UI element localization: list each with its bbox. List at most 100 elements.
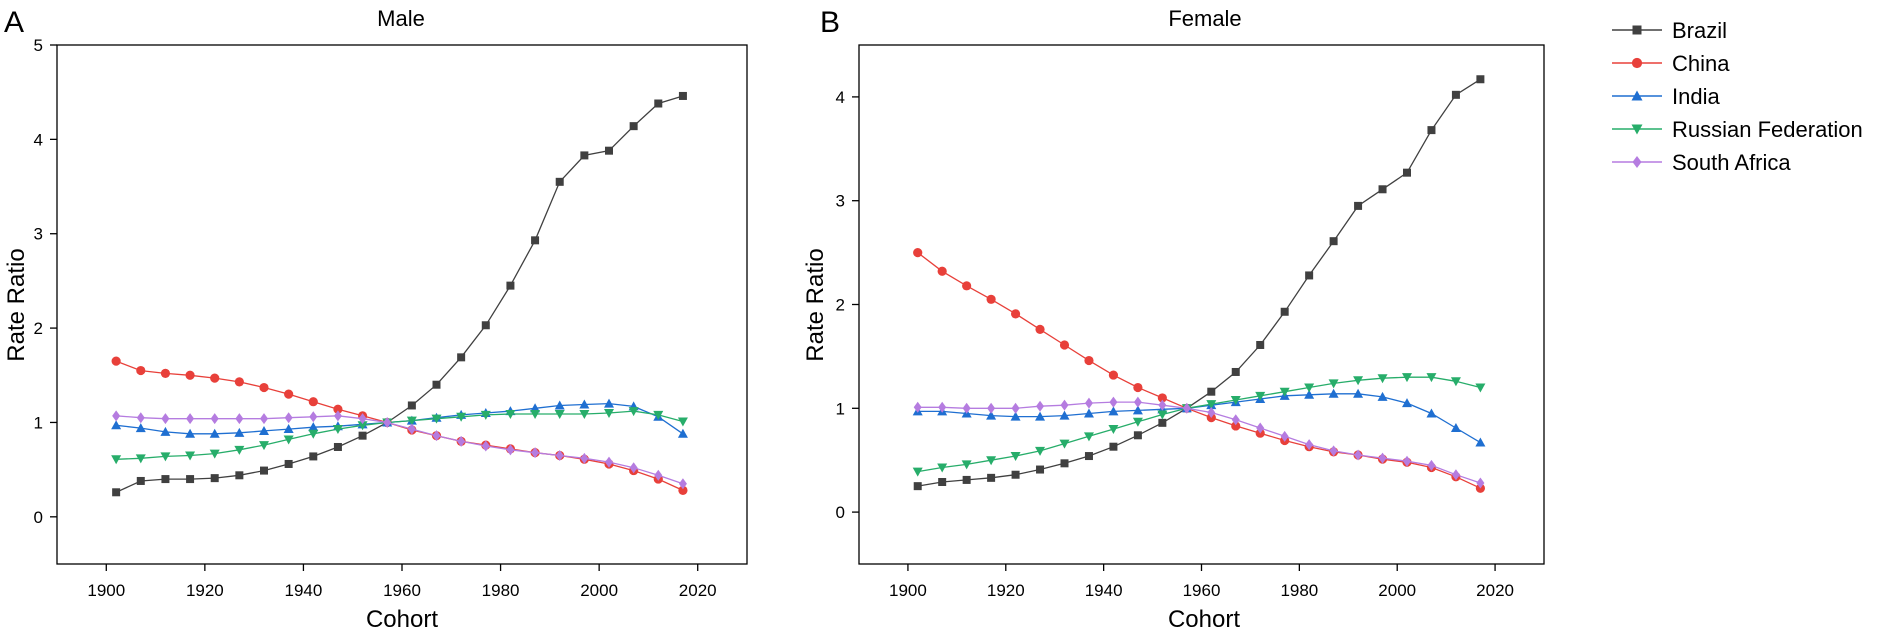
data-point [1403,455,1411,467]
series-china [913,248,1485,493]
data-point [579,399,590,409]
data-point [1083,408,1094,418]
data-point [1036,465,1045,474]
data-point [1354,449,1363,461]
x-tick-label: 2000 [1378,581,1416,600]
x-tick-label: 1980 [482,581,520,600]
data-point [1280,430,1289,442]
x-tick-label: 1940 [1085,581,1123,600]
data-point [986,410,997,420]
panel-label: B [820,6,840,39]
data-point [628,407,639,417]
data-point [160,426,171,436]
plot-frame [858,44,1545,565]
y-tick-label: 1 [34,413,43,432]
data-point [333,410,342,422]
data-point [406,416,417,426]
axis-ticks: 1900 1920 1940 1960 1980 2000 2020 0 1 2 3 4 [836,88,1514,600]
legend-label: India [1672,84,1720,109]
data-point [284,412,293,424]
data-point [284,389,294,399]
data-point [432,380,441,389]
data-point [913,401,922,413]
data-point [308,422,319,432]
data-point [1108,406,1119,416]
data-point [309,411,318,423]
y-tick-label: 2 [34,319,43,338]
data-point [186,475,195,484]
legend-label: Brazil [1672,18,1727,43]
x-tick-label: 1900 [87,581,125,600]
data-point [604,409,614,419]
data-point [1378,185,1387,194]
data-point [1157,393,1167,403]
data-point [1231,414,1240,426]
series-line [917,376,1481,473]
data-point [605,146,613,155]
data-point [1426,408,1437,418]
legend-label: South Africa [1672,150,1791,175]
data-point [135,454,146,464]
data-point [358,413,367,425]
series-brazil [112,91,687,497]
x-tick-label: 1960 [383,581,421,600]
series-line [116,410,684,460]
data-point [161,413,170,425]
data-point [1328,379,1339,389]
data-point [1011,470,1020,479]
data-point [1010,452,1021,462]
legend-marker [1631,57,1643,69]
data-point [554,409,565,419]
data-point [260,413,268,425]
series-russian-federation [111,407,688,465]
data-point [1378,452,1387,464]
y-tick-label: 2 [836,296,845,315]
legend-item: Brazil [1612,18,1727,43]
data-point [259,425,269,435]
data-point [677,417,688,427]
data-point [1427,459,1436,471]
data-point [234,445,245,455]
data-point [1329,237,1338,246]
series-layer [912,75,1486,493]
data-point [283,435,294,445]
legend-item: South Africa [1612,150,1791,175]
data-point [677,428,688,438]
data-point [480,410,491,420]
data-point [235,471,244,480]
series-russian-federation [912,373,1486,477]
data-point [1109,442,1118,451]
data-point [111,455,122,465]
data-point [1304,383,1315,393]
data-point [987,473,996,482]
data-point [678,478,687,490]
data-point [506,444,515,456]
data-point [1059,340,1070,350]
panel-female: B Female Rate Ratio Cohort 1900 1920 1940 1… [802,6,1545,633]
series-brazil [913,75,1485,491]
data-point [1060,399,1069,411]
panel-label: A [4,6,24,39]
data-point [1035,446,1046,456]
data-point [160,368,171,378]
data-point [937,463,948,473]
data-point [1305,271,1314,280]
data-point [1035,324,1045,335]
data-point [678,91,687,100]
data-point [457,353,466,362]
data-point [629,122,638,131]
data-point [481,440,490,452]
x-tick-label: 1920 [987,581,1025,600]
data-point [1475,437,1486,447]
data-point [1060,459,1069,468]
legend-label: China [1672,51,1730,76]
y-tick-label: 0 [34,508,43,527]
data-point [308,429,319,439]
data-point [1329,445,1338,457]
data-point [456,412,467,422]
data-point [112,410,121,422]
data-point [186,413,195,425]
y-tick-label: 1 [836,399,845,418]
x-tick-label: 2020 [679,581,717,600]
axis-ticks: 1900 1920 1940 1960 1980 2000 2020 0 1 2 3 4 5 [34,36,717,600]
